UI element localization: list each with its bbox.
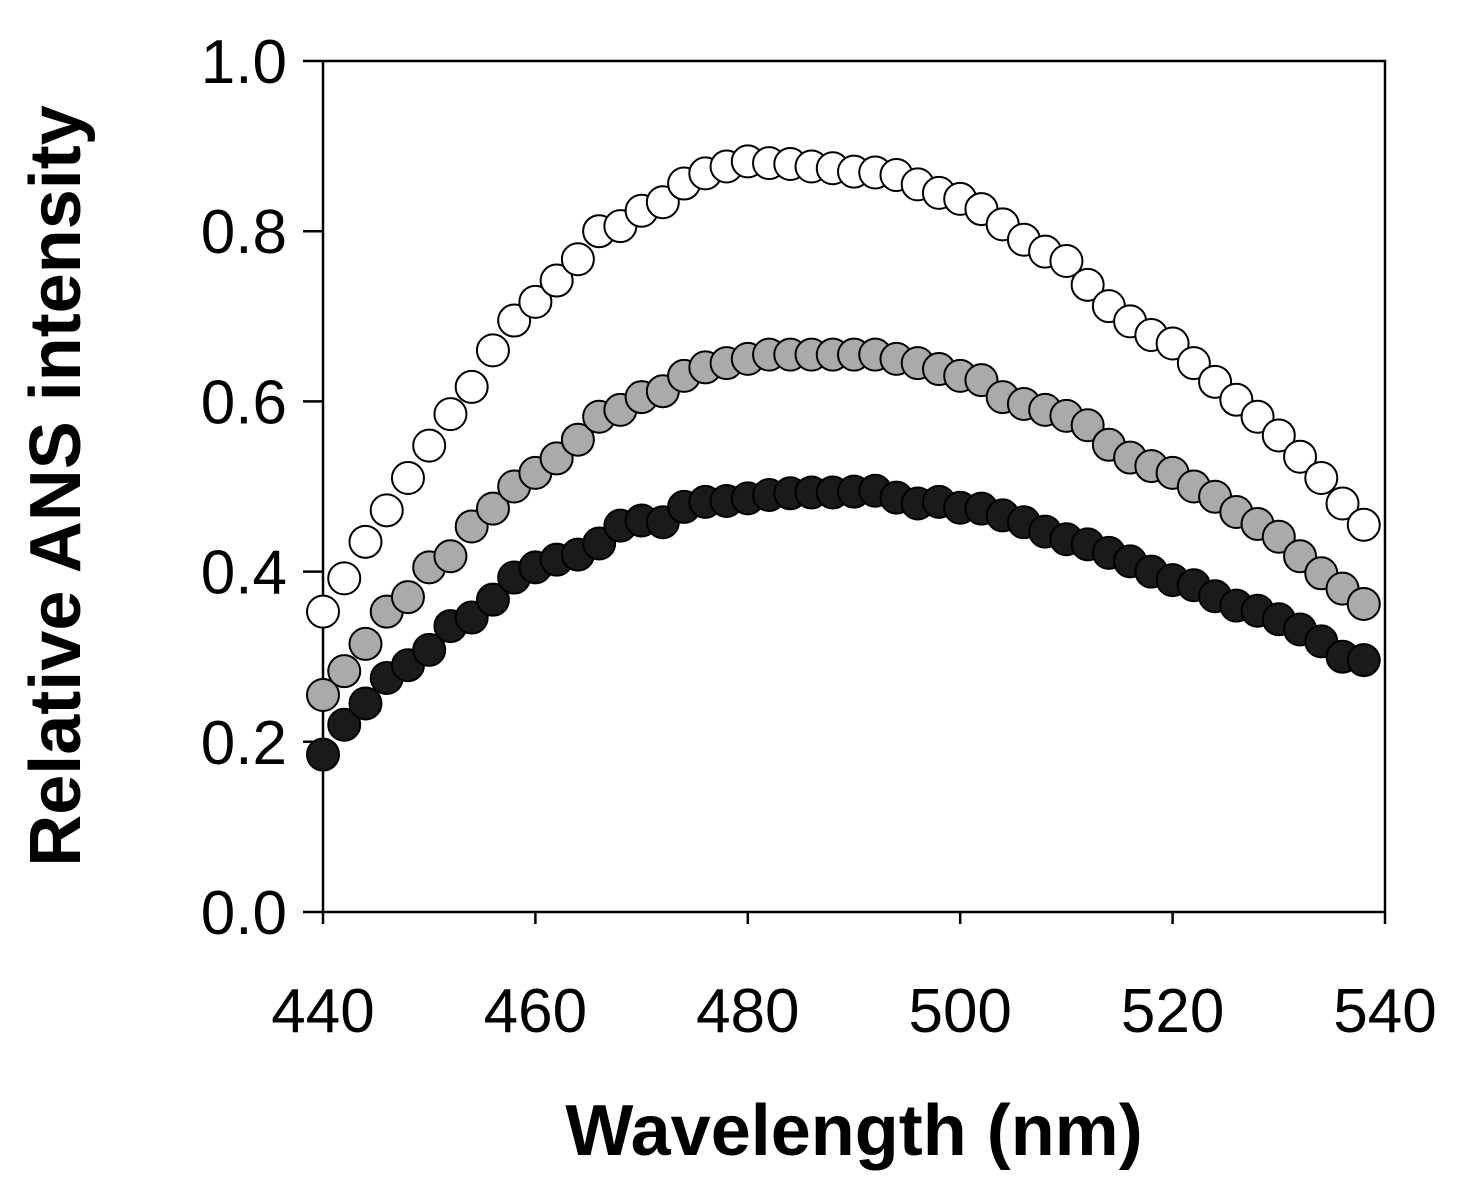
data-point-open [306, 594, 340, 629]
data-point-black [348, 686, 383, 721]
data-points [306, 144, 1381, 772]
data-point-open [475, 333, 510, 368]
data-point-black [327, 707, 362, 742]
data-point-gray [390, 580, 425, 615]
data-point-open [1304, 460, 1339, 495]
data-point-open [645, 185, 680, 220]
data-point-open [1261, 418, 1296, 453]
x-tick-label: 520 [1121, 977, 1224, 1046]
x-axis-title: Wavelength (nm) [565, 1091, 1142, 1171]
data-point-gray [348, 626, 383, 661]
data-point-open [560, 242, 595, 277]
data-point-open [1155, 326, 1190, 361]
data-point-black [475, 582, 510, 617]
tick-marks [303, 59, 1387, 924]
data-point-open [327, 561, 362, 596]
series-open [306, 144, 1381, 629]
data-point-gray [560, 422, 595, 457]
y-tick-label: 0.2 [201, 709, 287, 778]
y-tick-label: 0.8 [201, 198, 287, 267]
data-point-open [497, 303, 532, 338]
data-point-black [306, 737, 340, 772]
data-point-open [1346, 507, 1381, 542]
y-tick-labels: 0.0 0.2 0.4 0.6 0.8 1.0 [201, 28, 287, 948]
series-black [306, 473, 1381, 772]
data-point-gray [539, 441, 574, 476]
x-tick-labels: 440 460 480 500 520 540 [271, 977, 1436, 1046]
data-point-open [412, 428, 447, 463]
data-point-open [1240, 399, 1275, 434]
data-point-gray [1346, 586, 1381, 621]
y-tick-label: 0.0 [201, 879, 287, 948]
data-point-open [539, 263, 574, 298]
x-tick-label: 460 [484, 977, 587, 1046]
x-tick-label: 480 [696, 977, 799, 1046]
data-point-open [454, 369, 489, 404]
data-point-open [1049, 243, 1084, 278]
data-point-gray [306, 677, 340, 712]
data-point-open [369, 493, 404, 528]
data-point-open [390, 460, 425, 495]
data-point-open [518, 284, 553, 319]
data-point-black [412, 632, 447, 667]
data-point-open [433, 397, 468, 432]
y-tick-label: 0.4 [201, 539, 287, 608]
data-point-open [1070, 267, 1105, 302]
y-tick-label: 1.0 [201, 28, 287, 97]
data-point-open [1283, 439, 1318, 474]
y-tick-label: 0.6 [201, 368, 287, 437]
x-tick-label: 440 [271, 977, 374, 1046]
data-point-black [1346, 643, 1381, 678]
data-point-gray [1261, 519, 1296, 554]
data-point-open [1176, 346, 1211, 381]
data-point-gray [475, 491, 510, 526]
x-tick-label: 500 [908, 977, 1011, 1046]
data-point-gray [1070, 408, 1105, 443]
data-point-gray [433, 539, 468, 574]
plot-frame [321, 59, 1387, 914]
data-point-open [348, 524, 383, 559]
series-gray [306, 337, 1381, 712]
y-axis-title: Relative ANS intensity [16, 105, 96, 867]
data-point-open [1325, 486, 1360, 521]
data-point-gray [327, 654, 362, 689]
x-tick-label: 540 [1333, 977, 1436, 1046]
